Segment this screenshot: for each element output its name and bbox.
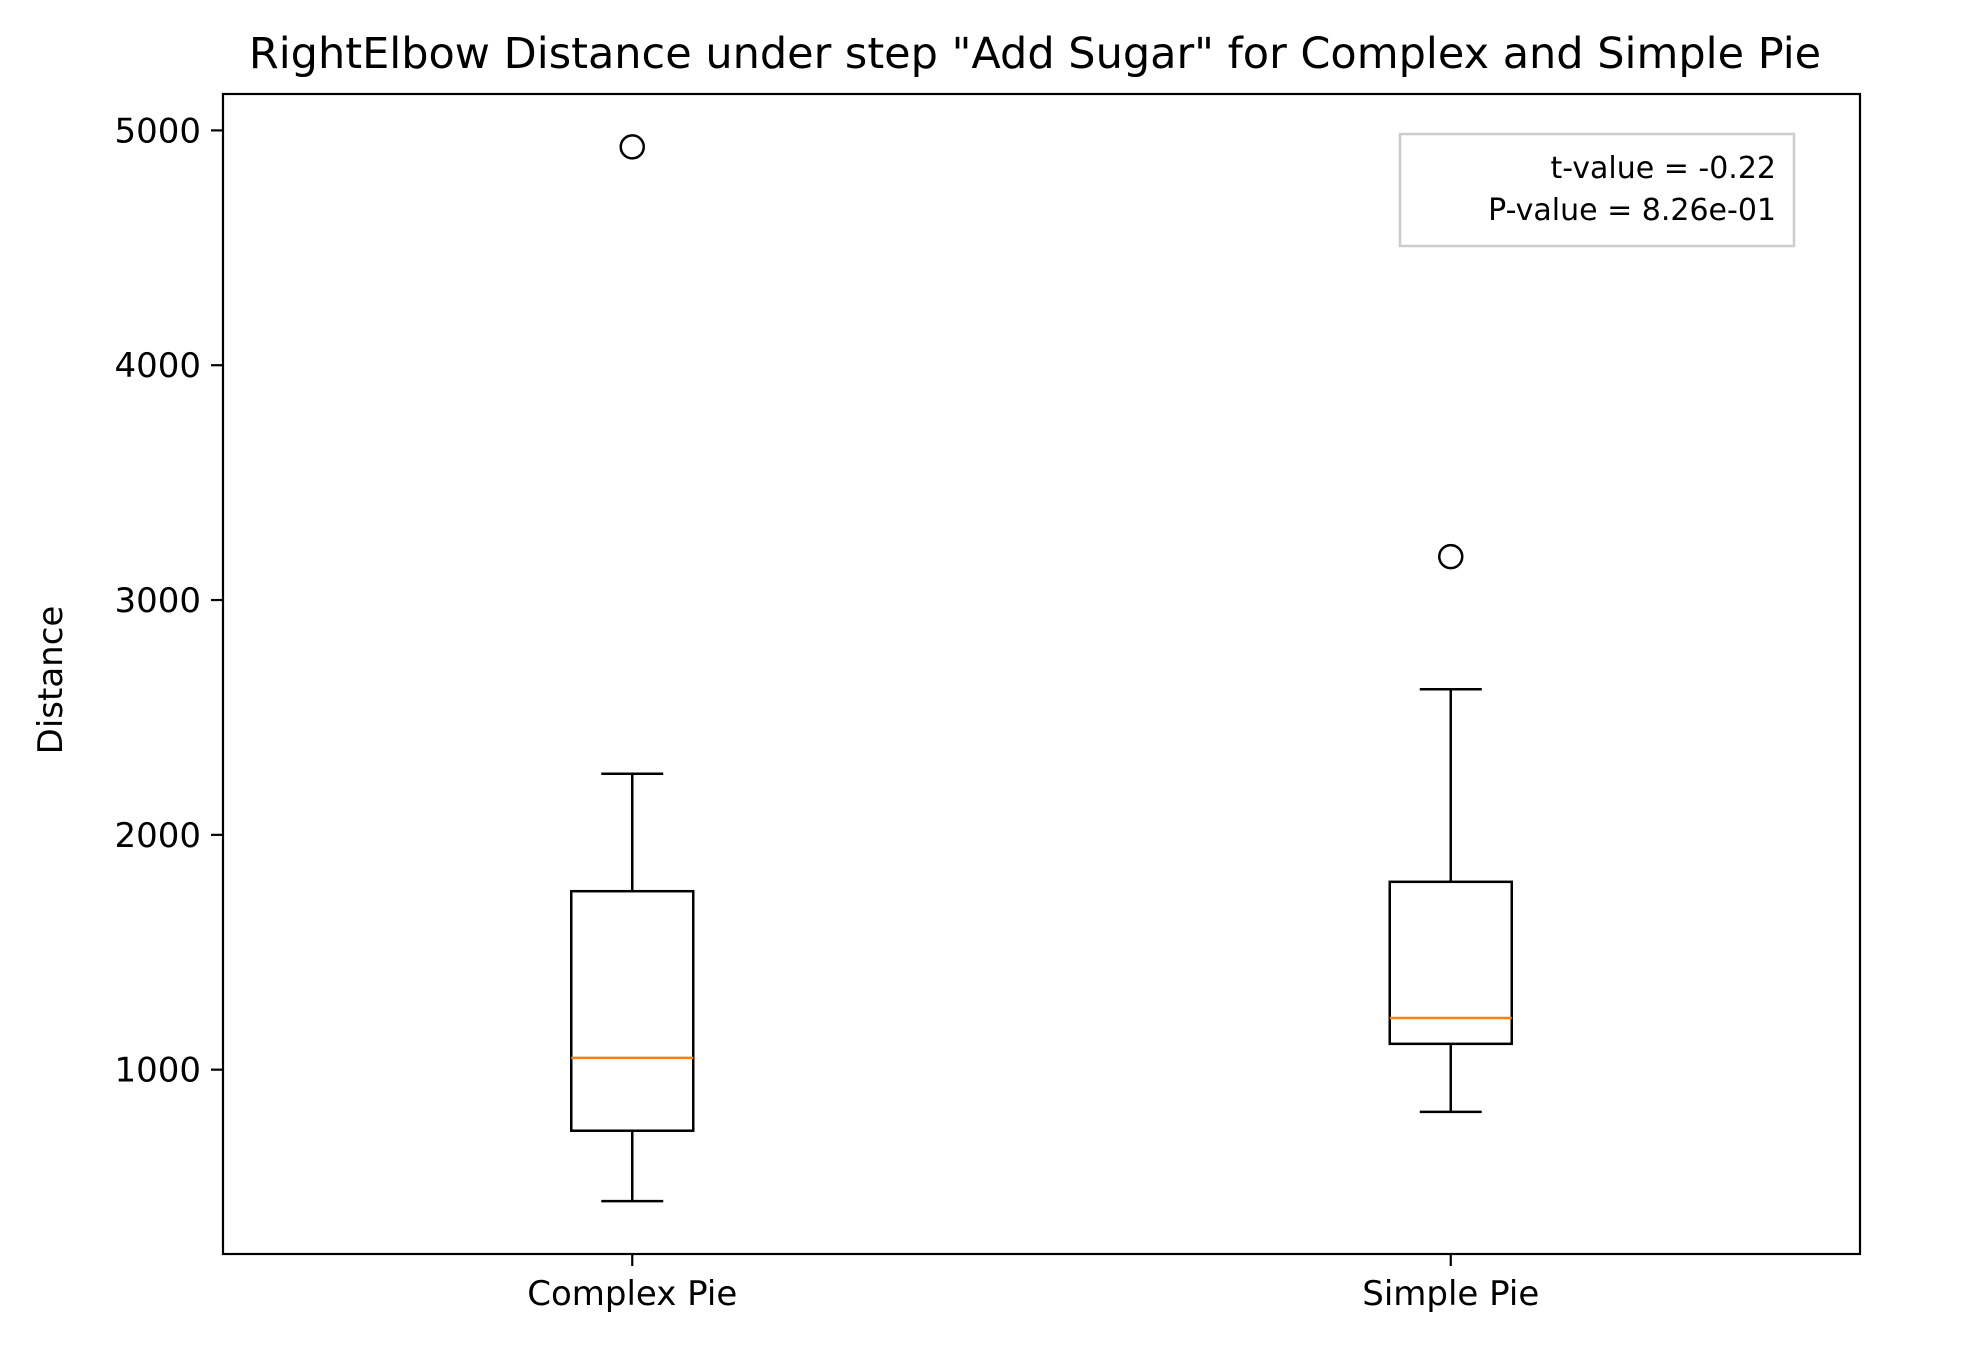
t-value-text: t-value = -0.22 — [1550, 151, 1776, 186]
outlier-point — [1438, 543, 1464, 570]
y-tick-label: 3000 — [114, 581, 201, 621]
y-axis-ticks: 1000 2000 3000 4000 5000 — [114, 111, 223, 1091]
chart-title: RightElbow Distance under step "Add Suga… — [249, 29, 1821, 79]
y-axis-label: Distance — [31, 606, 71, 755]
stats-annotation: t-value = -0.22 P-value = 8.26e-01 — [1398, 132, 1796, 248]
y-tick-label: 5000 — [114, 111, 201, 151]
box-group — [570, 134, 695, 1203]
y-tick-label: 4000 — [114, 346, 201, 386]
outlier-point — [619, 134, 645, 160]
x-tick-label: Simple Pie — [1362, 1274, 1539, 1314]
x-axis-ticks: Complex Pie Simple Pie — [527, 1254, 1539, 1314]
box-series — [570, 134, 1513, 1203]
plot-area-frame — [221, 92, 1862, 1256]
x-tick-label: Complex Pie — [527, 1274, 737, 1314]
iqr-box — [1388, 880, 1513, 1046]
stats-annotation-box — [1398, 132, 1796, 248]
iqr-box — [570, 889, 695, 1132]
y-tick-label: 1000 — [114, 1051, 201, 1091]
y-tick-label: 2000 — [114, 816, 201, 856]
p-value-text: P-value = 8.26e-01 — [1488, 193, 1776, 228]
box-group — [1388, 543, 1513, 1114]
